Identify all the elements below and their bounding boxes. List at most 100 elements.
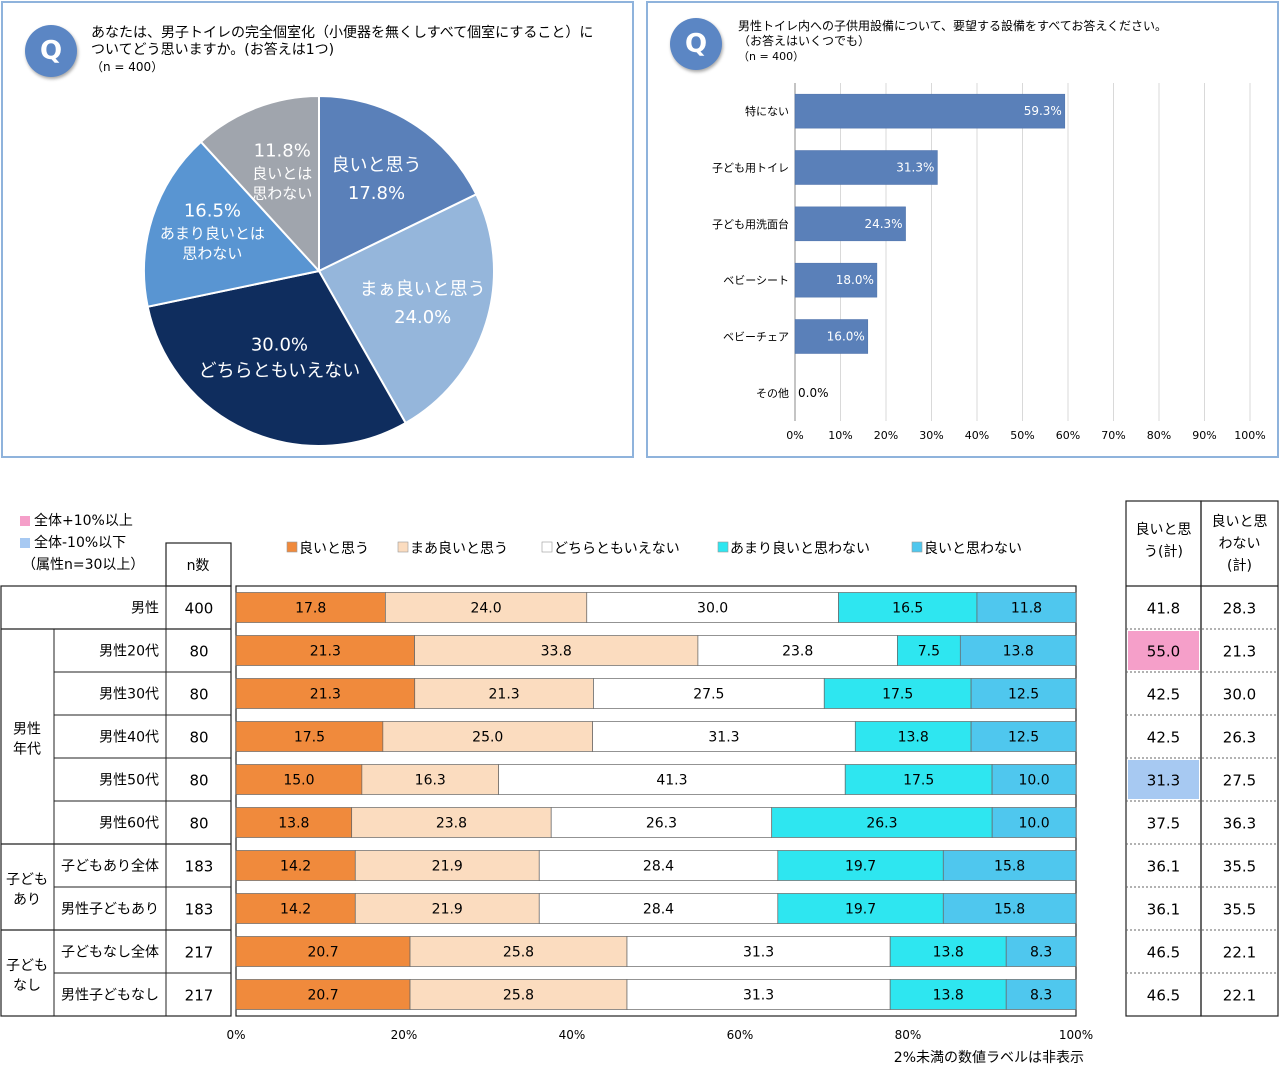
q2-line2: （お答えはいくつでも） [738, 34, 871, 48]
q1-line1: あなたは、男子トイレの完全個室化（小便器を無くしすべて個室にすること）に [91, 25, 594, 41]
row-label: 男性50代 [99, 773, 159, 789]
bar-x-tick: 100% [1234, 429, 1265, 442]
n-header-cell [165, 542, 232, 587]
stack-segment [889, 936, 1007, 967]
good-total-value: 42.5 [1147, 729, 1180, 747]
row-label: 男性 [131, 601, 159, 617]
bar-x-tick: 10% [828, 429, 852, 442]
row-n: 217 [185, 987, 214, 1005]
row-n: 80 [189, 686, 208, 704]
pie-slice [199, 94, 320, 274]
stack-segment [838, 592, 978, 623]
stack-value-label: 33.8 [541, 644, 572, 660]
pie-value-label: 11.8% [254, 140, 311, 161]
stack-value-label: 13.8 [898, 730, 929, 746]
bad-total-value: 22.1 [1223, 987, 1256, 1005]
bar-value-label: 0.0% [798, 386, 829, 400]
stack-segment [626, 936, 891, 967]
stack-segment [1005, 936, 1077, 967]
stack-segment [409, 936, 628, 967]
stack-value-label: 10.0 [1018, 773, 1049, 789]
bad-total-value: 35.5 [1223, 901, 1256, 919]
stack-value-label: 13.8 [1003, 644, 1034, 660]
bar-panel: Q 男性トイレ内への子供用設備について、要望する設備をすべてお答えください。 （… [646, 1, 1279, 458]
stack-value-label: 16.5 [892, 601, 923, 617]
stack-value-label: 24.0 [470, 601, 501, 617]
stack-segment [991, 807, 1077, 838]
stack-value-label: 21.9 [432, 902, 463, 918]
group-label: 男性 [13, 722, 41, 738]
stack-value-label: 21.3 [310, 687, 341, 703]
stack-x-tick: 20% [391, 1028, 418, 1042]
stack-segment [235, 850, 356, 881]
stack-segment [959, 635, 1077, 666]
bar-x-tick: 50% [1010, 429, 1034, 442]
stack-segment [844, 764, 993, 795]
bad-total-value: 35.5 [1223, 858, 1256, 876]
stack-value-label: 28.4 [643, 902, 674, 918]
stack-value-label: 30.0 [697, 601, 728, 617]
q1-line2: ついてどう思いますか。(お答えは1つ) [91, 42, 335, 58]
stack-segment [626, 979, 891, 1010]
pie-value-label: 24.0% [394, 307, 451, 328]
row-label: 男性60代 [99, 816, 159, 832]
stack-value-label: 25.8 [503, 945, 534, 961]
row-label: 男性20代 [99, 644, 159, 660]
stack-segment [550, 807, 773, 838]
legend-swatch [286, 541, 298, 553]
legend-swatch [541, 541, 553, 553]
good-total-header: 良いと思 [1136, 522, 1192, 538]
bar-x-tick: 40% [965, 429, 989, 442]
bar [794, 150, 938, 185]
stack-value-label: 16.3 [415, 773, 446, 789]
bar-chart: 0% 10% 20% 30% 40% 50% 60% 70% 80% 90% 100% 特にない 59.… [712, 83, 1266, 442]
bad-total-header: わない [1219, 536, 1261, 552]
stack-value-label: 31.3 [743, 945, 774, 961]
group-label: 子ども [6, 958, 48, 974]
stack-segment [592, 721, 856, 752]
legend-label: どちらともいえない [554, 541, 680, 557]
pie-slice [143, 140, 321, 308]
pie-slice [146, 269, 407, 447]
stack-value-label: 15.0 [283, 773, 314, 789]
stack-segment [414, 678, 594, 709]
pie-category-label: まぁ良いと思う [360, 279, 486, 300]
bar [794, 319, 869, 354]
bad-total-value: 28.3 [1223, 600, 1256, 618]
bar-value-label: 16.0% [827, 330, 865, 344]
stack-segment [235, 764, 363, 795]
stack-segment [498, 764, 846, 795]
stack-value-label: 21.9 [432, 859, 463, 875]
row-label: 子どもあり全体 [61, 858, 159, 875]
stack-segment [235, 678, 416, 709]
bar-value-label: 31.3% [896, 161, 934, 175]
bar-category-label: 子ども用トイレ [712, 162, 789, 175]
stack-value-label: 20.7 [307, 945, 338, 961]
bar-x-tick: 0% [786, 429, 803, 442]
stack-segment [382, 721, 593, 752]
stack-x-tick: 40% [559, 1028, 586, 1042]
key-minus-swatch [20, 538, 30, 548]
stack-value-label: 12.5 [1008, 730, 1039, 746]
stack-value-label: 27.5 [693, 687, 724, 703]
group-label: なし [13, 978, 41, 994]
stack-value-label: 19.7 [845, 859, 876, 875]
stack-segment [235, 979, 411, 1010]
good-total-highlight [1128, 631, 1199, 670]
bar-value-label: 18.0% [836, 273, 874, 287]
stack-value-label: 7.5 [918, 644, 940, 660]
bar-x-tick: 90% [1192, 429, 1216, 442]
bar-x-tick: 60% [1056, 429, 1080, 442]
stack-segment [970, 721, 1077, 752]
stack-value-label: 13.8 [278, 816, 309, 832]
stack-value-label: 10.0 [1018, 816, 1049, 832]
row-n: 183 [185, 901, 214, 919]
stack-value-label: 26.3 [646, 816, 677, 832]
legend-label: 良いと思う [299, 541, 369, 557]
stack-segment [854, 721, 972, 752]
q1-n: （n = 400） [91, 60, 164, 74]
row-n: 80 [189, 815, 208, 833]
stack-segment [414, 635, 699, 666]
stack-x-tick: 60% [727, 1028, 754, 1042]
stack-value-label: 15.8 [994, 859, 1025, 875]
